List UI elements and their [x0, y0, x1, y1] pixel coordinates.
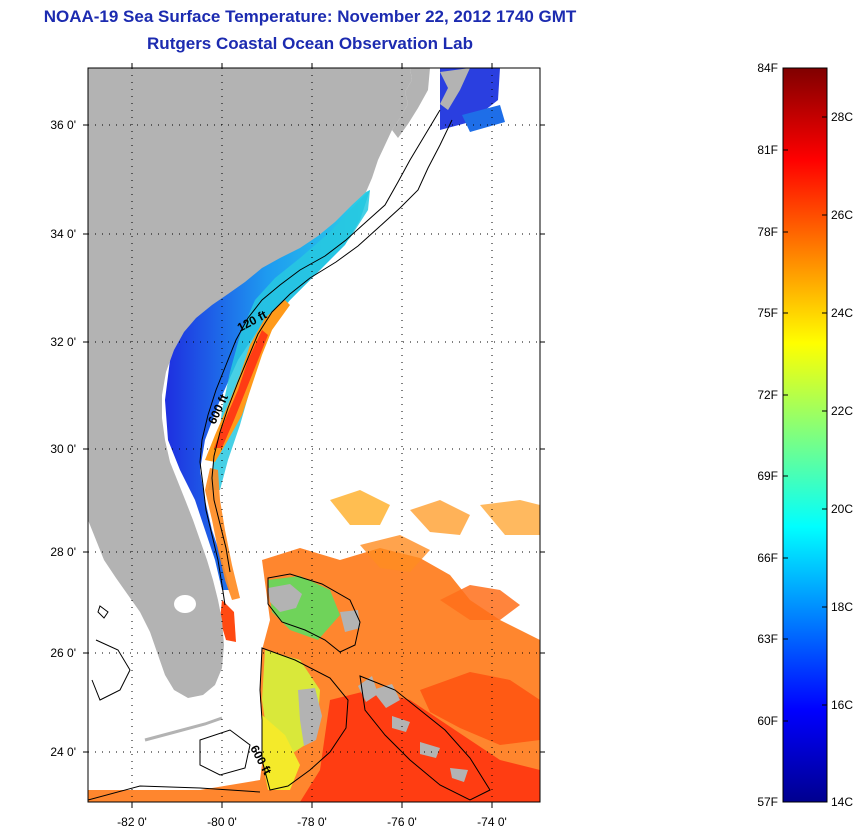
lon-label-80: -80 0' — [207, 815, 237, 829]
lat-label-30: 30 0' — [50, 442, 76, 456]
colorbar-c-18: 18C — [831, 600, 853, 614]
colorbar-c-20: 20C — [831, 502, 853, 516]
colorbar-c-28: 28C — [831, 110, 853, 124]
colorbar-f-72: 72F — [757, 388, 778, 402]
lon-label-82: -82 0' — [117, 815, 147, 829]
lon-label-78: -78 0' — [297, 815, 327, 829]
lat-label-34: 34 0' — [50, 227, 76, 241]
map-frame — [87, 67, 541, 803]
colorbar-c-26: 26C — [831, 208, 853, 222]
isobath-contours — [88, 109, 491, 801]
bahamas-islands — [268, 584, 468, 782]
map-title: NOAA-19 Sea Surface Temperature: Novembe… — [43, 7, 577, 26]
colorbar-f-81: 81F — [757, 143, 778, 157]
colorbar-c-16: 16C — [831, 698, 853, 712]
colorbar-f-75: 75F — [757, 306, 778, 320]
lon-label-76: -76 0' — [387, 815, 417, 829]
us-mainland — [88, 68, 412, 698]
colorbar-c-24: 24C — [831, 306, 853, 320]
colorbar-ticks — [783, 116, 827, 722]
colorbar-f-60: 60F — [757, 714, 778, 728]
colorbar-f-57: 57F — [757, 795, 778, 809]
colorbar-f-66: 66F — [757, 551, 778, 565]
colorbar-f-63: 63F — [757, 632, 778, 646]
colorbar — [782, 67, 828, 803]
lat-label-36: 36 0' — [50, 118, 76, 132]
colorbar-f-69: 69F — [757, 469, 778, 483]
lat-label-32: 32 0' — [50, 335, 76, 349]
colorbar-f-84: 84F — [757, 61, 778, 75]
lon-label-74: -74 0' — [477, 815, 507, 829]
colorbar-c-14: 14C — [831, 795, 853, 809]
lat-label-24: 24 0' — [50, 745, 76, 759]
colorbar-f-78: 78F — [757, 225, 778, 239]
lat-label-26: 26 0' — [50, 646, 76, 660]
lake-okeechobee — [174, 595, 196, 613]
colorbar-c-22: 22C — [831, 404, 853, 418]
frame-ticks — [83, 63, 545, 808]
map-subtitle: Rutgers Coastal Ocean Observation Lab — [147, 34, 473, 53]
lat-label-28: 28 0' — [50, 545, 76, 559]
